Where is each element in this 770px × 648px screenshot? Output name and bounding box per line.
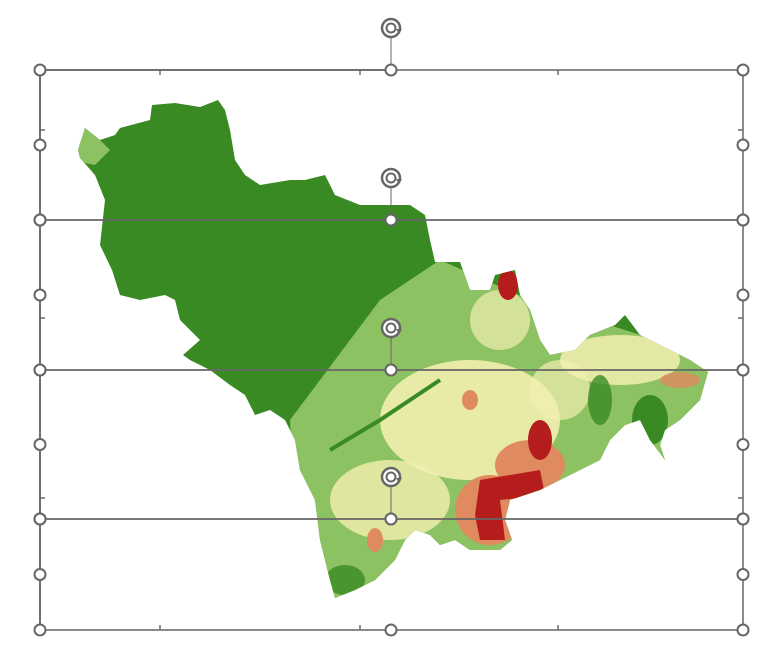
resize-handle-icon[interactable]: [33, 568, 47, 581]
resize-handle-icon[interactable]: [736, 568, 750, 581]
resize-handle-icon[interactable]: [736, 363, 750, 377]
rotate-handle-icon[interactable]: [380, 466, 402, 488]
resize-handle-icon[interactable]: [384, 512, 398, 526]
resize-handle-icon[interactable]: [33, 63, 47, 77]
rotate-handle-icon[interactable]: [380, 317, 402, 339]
resize-handle-icon[interactable]: [33, 438, 47, 451]
resize-handle-icon[interactable]: [736, 63, 750, 77]
resize-handle-icon[interactable]: [384, 63, 398, 77]
resize-handle-icon[interactable]: [736, 213, 750, 227]
resize-handle-icon[interactable]: [33, 363, 47, 377]
resize-handle-icon[interactable]: [736, 438, 750, 451]
rotate-handle-icon[interactable]: [380, 167, 402, 189]
map-slice-4-selection[interactable]: [33, 466, 750, 637]
resize-handle-icon[interactable]: [33, 288, 47, 302]
resize-handle-icon[interactable]: [33, 512, 47, 526]
resize-handle-icon[interactable]: [384, 213, 398, 227]
resize-handle-icon[interactable]: [736, 623, 750, 637]
resize-handle-icon[interactable]: [736, 288, 750, 302]
resize-handle-icon[interactable]: [33, 138, 47, 152]
resize-handle-icon[interactable]: [33, 623, 47, 637]
resize-handle-icon[interactable]: [384, 623, 398, 637]
resize-handle-icon[interactable]: [736, 512, 750, 526]
resize-handle-icon[interactable]: [33, 213, 47, 227]
resize-handle-icon[interactable]: [384, 363, 398, 377]
resize-handle-icon[interactable]: [736, 138, 750, 152]
rotate-handle-icon[interactable]: [380, 17, 402, 39]
